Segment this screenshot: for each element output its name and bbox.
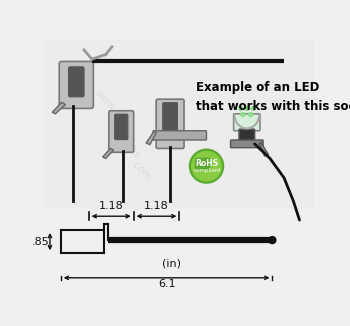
Circle shape [192, 152, 221, 181]
Text: .com: .com [129, 158, 153, 182]
Polygon shape [52, 102, 65, 114]
Polygon shape [259, 142, 268, 156]
FancyBboxPatch shape [69, 67, 84, 97]
Text: 1.18: 1.18 [99, 201, 124, 211]
Text: 6.1: 6.1 [158, 279, 175, 289]
FancyBboxPatch shape [59, 61, 93, 109]
Polygon shape [146, 131, 156, 145]
FancyBboxPatch shape [153, 131, 206, 140]
Text: bulbs: bulbs [116, 134, 142, 160]
FancyBboxPatch shape [109, 111, 134, 152]
FancyBboxPatch shape [115, 114, 128, 140]
Circle shape [269, 237, 276, 244]
Circle shape [189, 149, 224, 183]
FancyBboxPatch shape [156, 99, 184, 148]
Polygon shape [103, 148, 113, 158]
Text: 1.18: 1.18 [144, 201, 169, 211]
Bar [44, 39, 315, 209]
Circle shape [241, 113, 245, 116]
Text: RoHS: RoHS [196, 159, 219, 168]
FancyBboxPatch shape [234, 114, 260, 131]
FancyBboxPatch shape [195, 158, 210, 170]
Circle shape [239, 107, 243, 110]
FancyBboxPatch shape [163, 103, 177, 134]
Text: (in): (in) [162, 259, 181, 269]
Text: .85: .85 [32, 237, 49, 247]
Text: www.: www. [93, 88, 119, 113]
FancyBboxPatch shape [231, 140, 263, 148]
Circle shape [245, 107, 249, 110]
Text: 1000: 1000 [105, 111, 130, 136]
Circle shape [251, 107, 255, 110]
FancyBboxPatch shape [239, 129, 254, 145]
Text: Example of an LED
that works with this socket.: Example of an LED that works with this s… [196, 82, 350, 113]
Circle shape [249, 113, 253, 116]
Text: compliant: compliant [194, 168, 221, 173]
